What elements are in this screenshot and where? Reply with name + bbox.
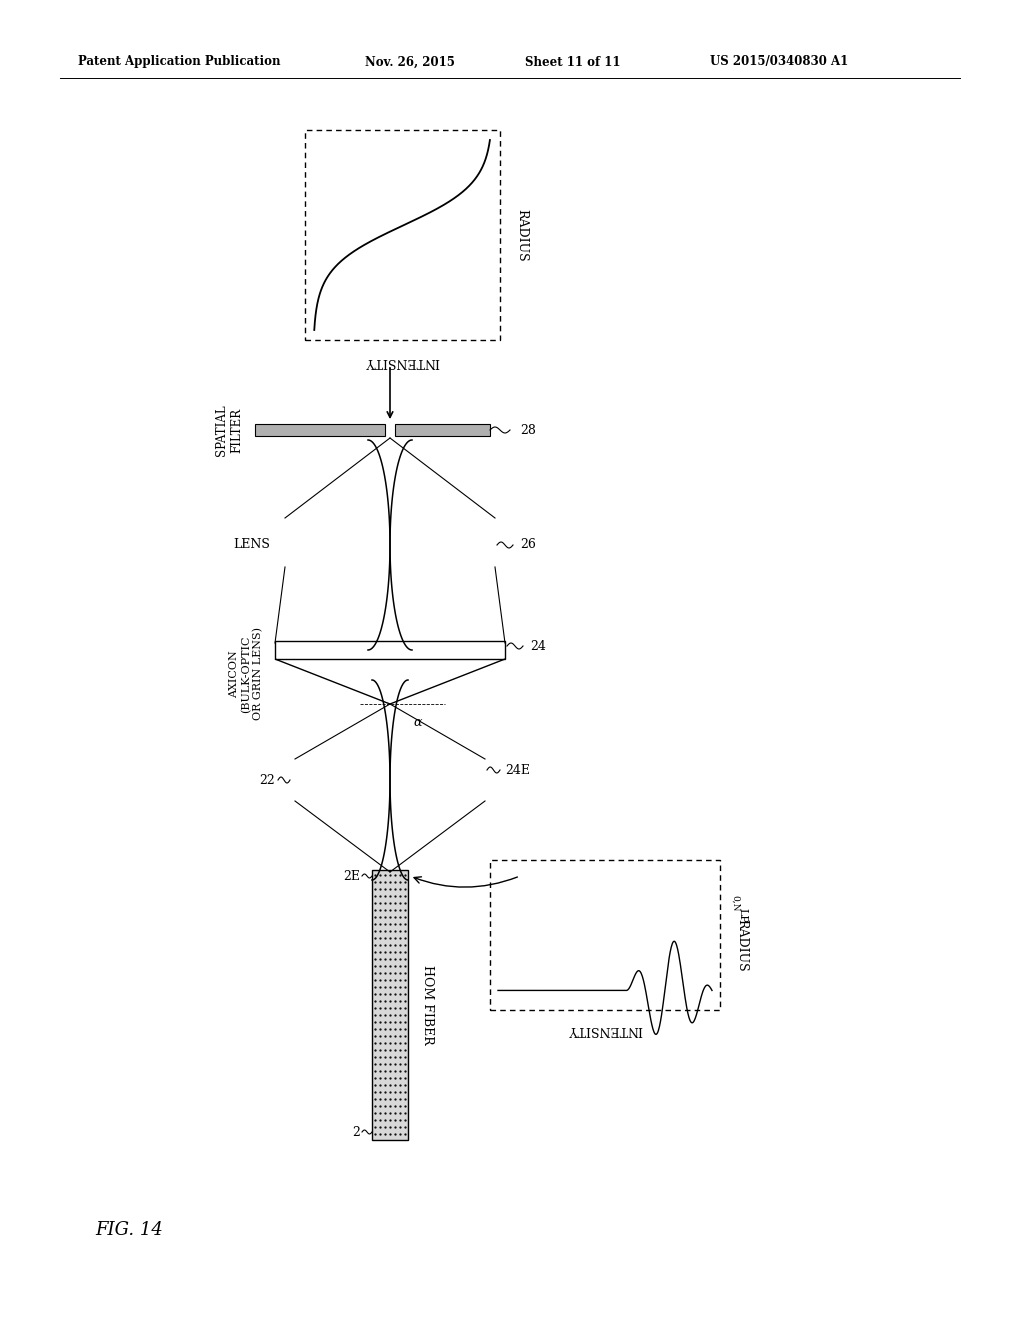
Text: FIG. 14: FIG. 14 <box>95 1221 163 1239</box>
Text: LP: LP <box>737 908 746 923</box>
Text: 2E: 2E <box>343 870 360 883</box>
Text: α: α <box>414 715 422 729</box>
Text: US 2015/0340830 A1: US 2015/0340830 A1 <box>710 55 848 69</box>
Text: AXICON
(BULK-OPTIC
OR GRIN LENS): AXICON (BULK-OPTIC OR GRIN LENS) <box>229 627 263 721</box>
Text: SPATIAL
FILTER: SPATIAL FILTER <box>215 404 243 455</box>
Text: 28: 28 <box>520 424 536 437</box>
Text: 22: 22 <box>259 774 275 787</box>
Text: 24E: 24E <box>505 763 530 776</box>
Bar <box>372 870 408 1140</box>
Bar <box>255 424 385 436</box>
Bar <box>490 861 720 1010</box>
Bar <box>305 129 500 341</box>
Bar <box>395 424 490 436</box>
Text: HOM FIBER: HOM FIBER <box>422 965 434 1045</box>
Text: Sheet 11 of 11: Sheet 11 of 11 <box>525 55 621 69</box>
Text: RADIUS: RADIUS <box>515 209 528 261</box>
Bar <box>275 642 505 659</box>
Text: 26: 26 <box>520 539 536 552</box>
Text: 24: 24 <box>530 639 546 652</box>
Text: INTENSITY: INTENSITY <box>567 1023 642 1036</box>
Text: RADIUS: RADIUS <box>735 919 749 972</box>
Text: Patent Application Publication: Patent Application Publication <box>78 55 281 69</box>
Text: Nov. 26, 2015: Nov. 26, 2015 <box>365 55 455 69</box>
Text: 0,N: 0,N <box>730 895 739 911</box>
Text: 2: 2 <box>352 1126 360 1138</box>
Text: LENS: LENS <box>233 539 270 552</box>
Text: INTENSITY: INTENSITY <box>365 355 439 368</box>
